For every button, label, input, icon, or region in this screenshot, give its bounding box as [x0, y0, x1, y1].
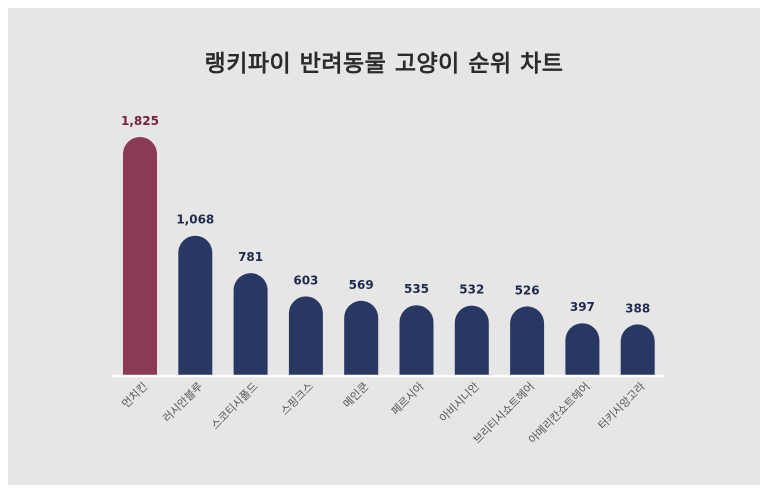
- data-label-9: 397: [570, 300, 595, 314]
- bar-6: [399, 305, 434, 375]
- data-label-6: 535: [404, 282, 429, 296]
- bar-2: [178, 235, 213, 375]
- tick-label-4: 스핑크스: [278, 380, 316, 418]
- bar-10: [620, 324, 655, 375]
- bar-7: [454, 305, 489, 375]
- tick-label-5: 메인쿤: [341, 380, 372, 411]
- data-label-3: 781: [238, 250, 263, 264]
- bar-1: [123, 137, 157, 375]
- data-label-7: 532: [459, 283, 484, 297]
- data-label-2: 1,068: [176, 213, 214, 227]
- tick-label-7: 아비시니안: [437, 380, 482, 425]
- bar-3: [233, 273, 268, 375]
- tick-label-2: 러시안블루: [160, 380, 205, 425]
- tick-label-3: 스코티시폴드: [209, 380, 261, 432]
- bar-5: [344, 300, 379, 375]
- data-label-10: 388: [625, 301, 650, 315]
- data-label-4: 603: [293, 273, 318, 287]
- bar-8: [510, 306, 545, 375]
- tick-label-6: 페르시아: [389, 380, 427, 418]
- data-label-5: 569: [349, 278, 374, 292]
- data-label-8: 526: [515, 283, 540, 297]
- data-label-1: 1,825: [121, 114, 159, 128]
- chart-title: 랭키파이 반려동물 고양이 순위 차트: [204, 51, 564, 77]
- bar-4: [288, 296, 323, 375]
- bar-9: [565, 323, 600, 375]
- tick-label-10: 터키시앙고라: [596, 380, 648, 432]
- tick-label-1: 먼치킨: [119, 380, 150, 411]
